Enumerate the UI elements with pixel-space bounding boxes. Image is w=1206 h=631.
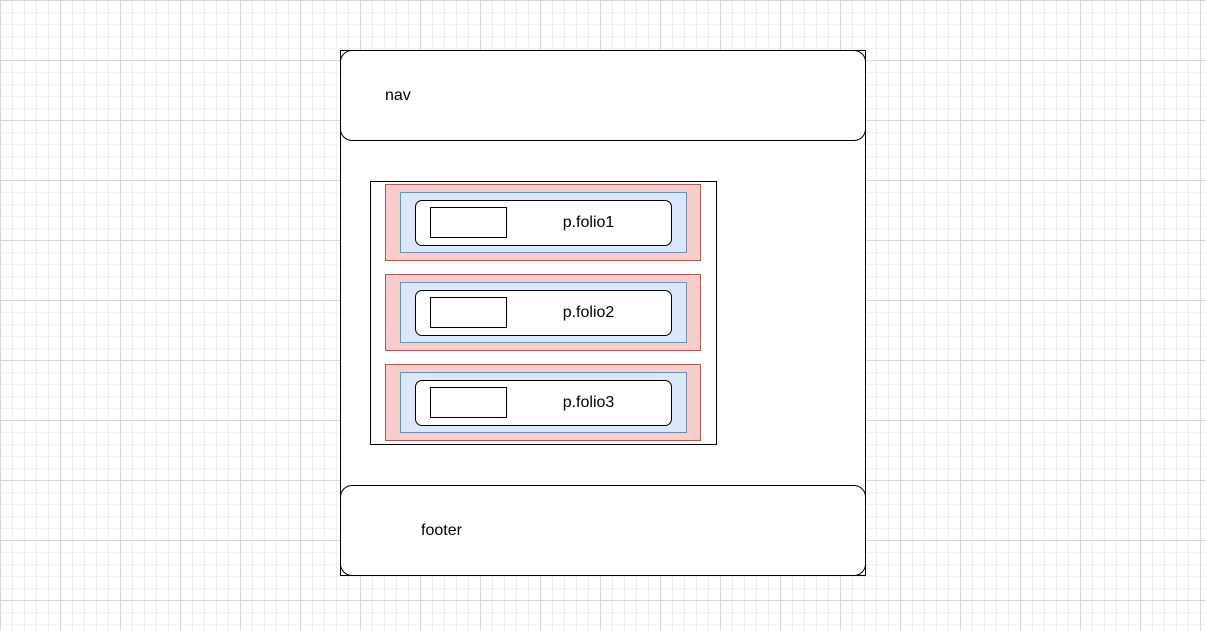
nav-label: nav — [385, 87, 411, 104]
portfolio-item-thumbnail — [430, 387, 507, 418]
portfolio-item-label: p.folio3 — [562, 394, 615, 411]
footer-box — [340, 485, 866, 576]
portfolio-item-label: p.folio2 — [562, 304, 615, 321]
portfolio-item-thumbnail — [430, 297, 507, 328]
portfolio-item-thumbnail — [430, 207, 507, 238]
portfolio-item-label: p.folio1 — [562, 214, 615, 231]
footer-label: footer — [421, 522, 462, 539]
nav-box — [340, 50, 866, 141]
